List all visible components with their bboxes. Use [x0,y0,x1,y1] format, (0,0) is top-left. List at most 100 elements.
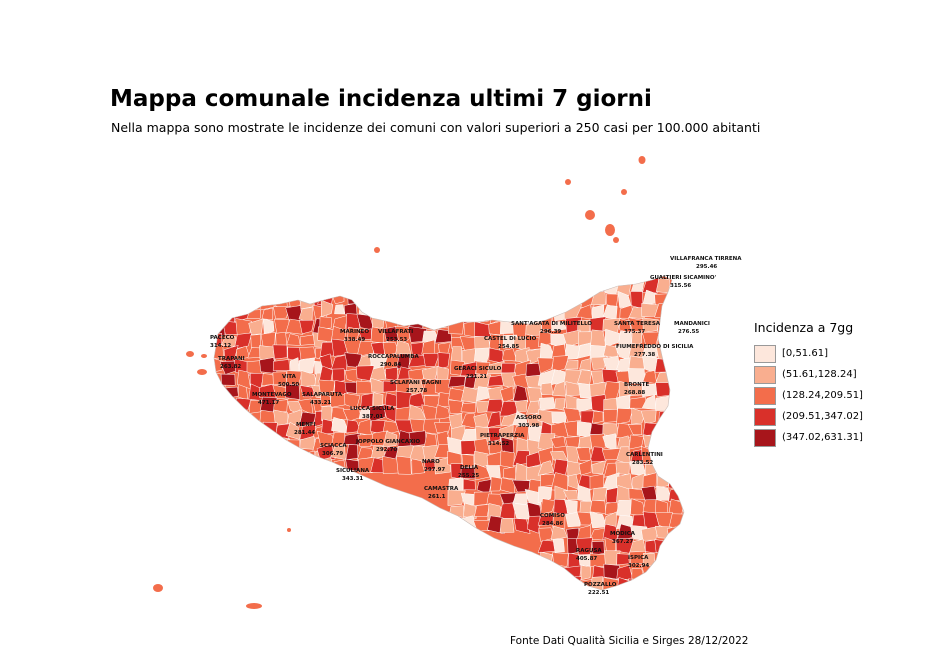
municipality-area [487,515,505,535]
municipality-area [538,282,555,296]
municipality-area [490,476,504,492]
municipality-area [616,523,634,543]
legend-label: (128.24,209.51] [782,390,863,401]
municipality-area [604,328,622,348]
source-note: Fonte Dati Qualità Sicilia e Sirges 28/1… [510,635,749,647]
municipality-area [551,577,568,590]
municipality-area [499,385,514,403]
value-villafranca: 295.46 [696,264,717,270]
municipality-area [248,422,265,437]
municipality-area [273,305,291,320]
municipality-area [345,313,361,330]
municipality-area [395,325,413,345]
municipality-area [681,446,684,462]
municipality-area [551,290,569,307]
municipality-area [514,399,528,412]
value-santagata: 296.39 [540,329,561,335]
municipality-area [540,498,556,515]
municipality-area [589,499,607,514]
municipality-area [286,333,301,346]
municipality-area [668,537,684,553]
value-naro: 297.97 [424,467,445,473]
municipality-area [285,370,303,387]
municipality-area [658,565,671,581]
value-vita: 500.50 [278,382,299,388]
municipality-area [250,435,266,454]
municipality-area [220,437,235,452]
municipality-area [657,590,670,605]
municipality-area [214,384,226,402]
label-villafrati: VILLAFRATI [378,329,413,335]
legend-item: (51.61,128.24] [754,364,863,385]
municipality-area [285,318,304,335]
municipality-area [272,344,288,360]
municipality-area [668,589,683,590]
value-carlentini: 283.52 [632,460,653,466]
label-assoro: ASSORO [516,415,542,421]
label-carlentini: CARLENTINI [626,452,663,458]
municipality-area [214,398,226,414]
municipality-area [551,593,566,607]
municipality-area [214,410,224,426]
value-villafrati: 253.53 [386,337,407,343]
municipality-area [411,300,427,317]
municipality-area [670,394,684,414]
municipality-area [248,318,264,336]
label-sciacca: SCIACCA [320,443,347,449]
municipality-area [617,592,631,606]
municipality-area [236,452,252,463]
municipality-area [590,356,608,370]
municipality-area [434,301,450,317]
municipality-area [666,449,683,464]
municipality-area [422,353,440,367]
municipality-area [214,436,224,452]
municipality-area [564,277,581,294]
municipality-area [589,381,607,397]
municipality-area [447,489,466,506]
municipality-area [222,320,239,335]
minor-islands [153,156,646,609]
municipality-area [552,552,569,567]
municipality-area [221,293,239,310]
municipality-area [273,399,288,413]
municipality-area [219,409,236,427]
label-montevago: MONTEVAGO [252,392,292,398]
municipality-area [332,368,345,384]
municipality-area [234,358,251,376]
municipality-area [564,576,582,590]
municipality-area [321,418,334,435]
municipality-area [434,456,451,475]
value-santa-teresa: 375.37 [624,329,645,335]
municipality-area [394,302,413,319]
municipality-area [604,537,616,553]
label-bronte: BRONTE [624,382,649,388]
municipality-area [370,377,387,393]
municipality-area [668,551,682,570]
municipality-area [330,407,348,420]
municipality-area [334,304,345,315]
legend-swatch [754,428,776,447]
label-sclafani: SCLAFANI BAGNI [390,380,441,386]
municipality-area [680,472,684,490]
municipality-area [578,459,592,476]
municipality-area [513,493,529,505]
value-gualtieri: 315.56 [670,283,691,289]
legend-label: (51.61,128.24] [782,369,857,380]
municipality-area [434,287,453,307]
legend-item: (128.24,209.51] [754,385,863,406]
municipality-area [487,374,505,387]
municipality-area [220,373,236,386]
municipality-area [275,436,290,453]
municipality-area [262,421,278,438]
municipality-area [679,499,684,517]
municipality-area [500,372,516,389]
municipality-area [330,390,349,408]
value-delia: 255.25 [458,473,479,479]
municipality-area [576,421,592,438]
ustica-island [374,247,380,253]
municipality-area [540,576,554,590]
municipality-area [552,512,566,529]
municipality-area [631,330,643,348]
municipality-area [285,383,301,400]
aeolian-island-6 [613,237,619,243]
